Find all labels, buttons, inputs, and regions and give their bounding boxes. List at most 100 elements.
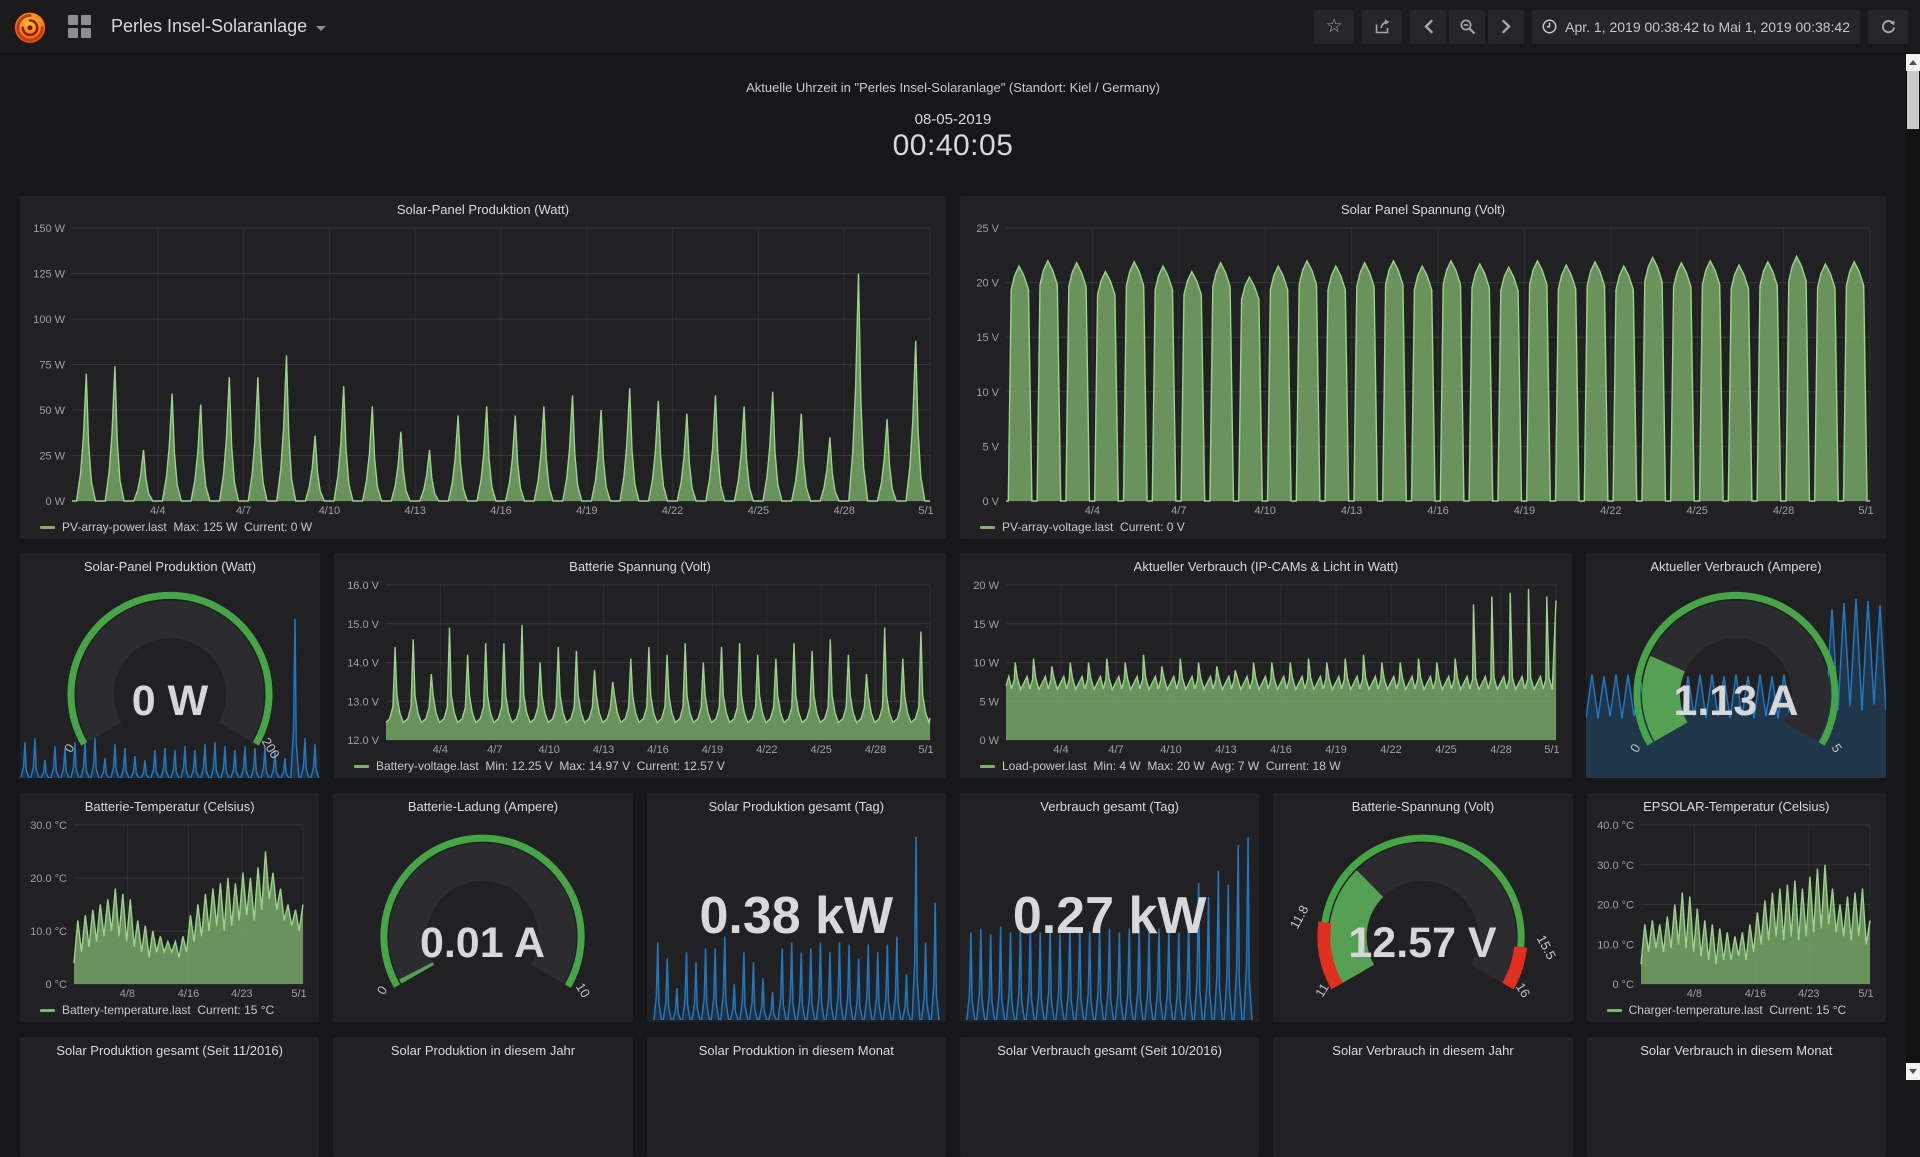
load-power-graph[interactable]: 20 W15 W10 W5 W0 W4/44/74/104/134/164/19…: [966, 579, 1566, 776]
clock-date: 08-05-2019: [0, 111, 1906, 128]
svg-text:30.0 °C: 30.0 °C: [30, 820, 67, 832]
panel-title[interactable]: Batterie-Spannung (Volt): [1273, 793, 1572, 819]
svg-text:4/7: 4/7: [1171, 505, 1186, 517]
svg-text:13.0 V: 13.0 V: [347, 696, 379, 708]
clock-panel: Aktuelle Uhrzeit in "Perles Insel-Solara…: [0, 80, 1906, 163]
panel-title[interactable]: Batterie-Temperatur (Celsius): [20, 793, 319, 819]
battery-temp-graph[interactable]: 30.0 °C20.0 °C10.0 °C0 °C4/84/164/235/1B…: [26, 819, 313, 1020]
scroll-up-button[interactable]: [1906, 54, 1920, 71]
panel-solar-voltage-graph: Solar Panel Spannung (Volt) 25 V20 V15 V…: [960, 196, 1886, 539]
legend[interactable]: PV-array-power.last Max: 125 W Current: …: [26, 517, 940, 537]
panel-title[interactable]: Solar Produktion in diesem Jahr: [333, 1037, 632, 1063]
svg-text:4/10: 4/10: [1160, 744, 1181, 756]
panel-title[interactable]: Verbrauch gesamt (Tag): [960, 793, 1259, 819]
svg-text:4/16: 4/16: [490, 505, 511, 517]
legend[interactable]: Load-power.last Min: 4 W Max: 20 W Avg: …: [966, 756, 1566, 776]
svg-text:75 W: 75 W: [39, 360, 65, 372]
svg-text:16.0 V: 16.0 V: [347, 580, 379, 592]
panel-title[interactable]: Solar Verbrauch in diesem Jahr: [1273, 1037, 1572, 1063]
dashboard-title-text: Perles Insel-Solaranlage: [111, 16, 307, 37]
time-back-button[interactable]: [1410, 10, 1446, 44]
svg-text:4/8: 4/8: [120, 988, 135, 1000]
time-range-text: Apr. 1, 2019 00:38:42 to Mai 1, 2019 00:…: [1565, 19, 1850, 35]
time-range-picker[interactable]: Apr. 1, 2019 00:38:42 to Mai 1, 2019 00:…: [1532, 10, 1860, 44]
panel-title[interactable]: Aktueller Verbrauch (IP-CAMs & Licht in …: [960, 553, 1572, 579]
svg-text:4/28: 4/28: [833, 505, 854, 517]
panel-consumption-year: Solar Verbrauch in diesem Jahr: [1273, 1037, 1572, 1157]
panel-load-power-graph: Aktueller Verbrauch (IP-CAMs & Licht in …: [960, 553, 1572, 778]
legend-text: Battery-temperature.last Current: 15 °C: [62, 1003, 274, 1017]
svg-text:5/1: 5/1: [1858, 505, 1873, 517]
panel-title[interactable]: Batterie Spannung (Volt): [334, 553, 946, 579]
panel-title[interactable]: Solar Produktion in diesem Monat: [647, 1037, 946, 1063]
scrollbar-thumb[interactable]: [1907, 71, 1919, 129]
svg-text:4/4: 4/4: [433, 744, 448, 756]
svg-text:4/25: 4/25: [810, 744, 831, 756]
svg-text:14.0 V: 14.0 V: [347, 658, 379, 670]
panel-title[interactable]: Solar-Panel Produktion (Watt): [20, 196, 946, 222]
panel-title[interactable]: Solar Verbrauch in diesem Monat: [1587, 1037, 1886, 1063]
svg-text:4/16: 4/16: [1744, 988, 1765, 1000]
panel-title[interactable]: EPSOLAR-Temperatur (Celsius): [1587, 793, 1886, 819]
svg-text:5/1: 5/1: [918, 744, 933, 756]
svg-text:4/25: 4/25: [748, 505, 769, 517]
svg-text:4/28: 4/28: [1773, 505, 1794, 517]
stat-value: 0.38 kW: [647, 886, 946, 946]
svg-text:10.0 °C: 10.0 °C: [1597, 939, 1634, 951]
time-forward-button[interactable]: [1488, 10, 1524, 44]
svg-text:150 W: 150 W: [33, 223, 65, 235]
panel-title[interactable]: Solar-Panel Produktion (Watt): [20, 553, 320, 579]
solar-power-graph[interactable]: 150 W125 W100 W75 W50 W25 W0 W4/44/74/10…: [26, 222, 940, 537]
svg-text:12.0 V: 12.0 V: [347, 735, 379, 747]
svg-text:4/16: 4/16: [1427, 505, 1448, 517]
caret-down-icon: [316, 26, 326, 31]
panel-title[interactable]: Batterie-Ladung (Ampere): [333, 793, 632, 819]
legend[interactable]: Battery-voltage.last Min: 12.25 V Max: 1…: [340, 756, 940, 776]
panel-battery-voltage-graph: Batterie Spannung (Volt) 16.0 V15.0 V14.…: [334, 553, 946, 778]
star-button[interactable]: ☆: [1314, 10, 1354, 44]
svg-text:4/19: 4/19: [1325, 744, 1346, 756]
panel-title[interactable]: Aktueller Verbrauch (Ampere): [1586, 553, 1886, 579]
share-button[interactable]: [1362, 10, 1402, 44]
svg-text:4/4: 4/4: [150, 505, 165, 517]
svg-text:4/22: 4/22: [756, 744, 777, 756]
epsolar-temp-graph[interactable]: 40.0 °C30.0 °C20.0 °C10.0 °C0 °C4/84/164…: [1593, 819, 1880, 1020]
legend[interactable]: Charger-temperature.last Current: 15 °C: [1593, 1000, 1880, 1020]
zoom-out-button[interactable]: [1449, 10, 1485, 44]
solar-power-gauge: 02000 W: [20, 579, 320, 778]
clock-panel-title[interactable]: Aktuelle Uhrzeit in "Perles Insel-Solara…: [0, 80, 1906, 95]
panel-title[interactable]: Solar Panel Spannung (Volt): [960, 196, 1886, 222]
refresh-button[interactable]: [1868, 10, 1908, 44]
svg-text:10 V: 10 V: [976, 387, 999, 399]
svg-text:5/1: 5/1: [918, 505, 933, 517]
panel-title[interactable]: Solar Produktion gesamt (Seit 11/2016): [20, 1037, 319, 1063]
svg-text:4/23: 4/23: [231, 988, 252, 1000]
grafana-logo[interactable]: [12, 9, 48, 45]
panel-solar-power-gauge: Solar-Panel Produktion (Watt) 02000 W: [20, 553, 320, 778]
legend-text: Charger-temperature.last Current: 15 °C: [1629, 1003, 1847, 1017]
scroll-down-button[interactable]: [1906, 1063, 1920, 1080]
svg-text:4/22: 4/22: [662, 505, 683, 517]
dashboard-picker-icon[interactable]: [64, 11, 95, 42]
legend[interactable]: Battery-temperature.last Current: 15 °C: [26, 1000, 313, 1020]
svg-text:5/1: 5/1: [291, 988, 306, 1000]
share-icon: [1374, 18, 1391, 35]
panel-production-today-stat: Solar Produktion gesamt (Tag) 0.38 kW: [647, 793, 946, 1022]
solar-voltage-graph[interactable]: 25 V20 V15 V10 V5 V0 V4/44/74/104/134/16…: [966, 222, 1880, 537]
panel-title[interactable]: Solar Produktion gesamt (Tag): [647, 793, 946, 819]
svg-text:4/10: 4/10: [1254, 505, 1275, 517]
svg-text:12.57 V: 12.57 V: [1349, 919, 1498, 967]
svg-text:5: 5: [1829, 741, 1846, 755]
battery-voltage-graph[interactable]: 16.0 V15.0 V14.0 V13.0 V12.0 V4/44/74/10…: [340, 579, 940, 776]
svg-text:4/13: 4/13: [404, 505, 425, 517]
panel-consumption-total: Solar Verbrauch gesamt (Seit 10/2016): [960, 1037, 1259, 1157]
dashboard-title[interactable]: Perles Insel-Solaranlage: [111, 16, 326, 37]
svg-text:4/19: 4/19: [1514, 505, 1535, 517]
production-today-stat: 0.38 kW: [647, 819, 946, 1022]
svg-text:0 °C: 0 °C: [1612, 979, 1634, 991]
svg-text:0: 0: [61, 741, 78, 755]
panel-title[interactable]: Solar Verbrauch gesamt (Seit 10/2016): [960, 1037, 1259, 1063]
svg-text:4/8: 4/8: [1686, 988, 1701, 1000]
legend[interactable]: PV-array-voltage.last Current: 0 V: [966, 517, 1880, 537]
svg-text:25 V: 25 V: [976, 223, 999, 235]
